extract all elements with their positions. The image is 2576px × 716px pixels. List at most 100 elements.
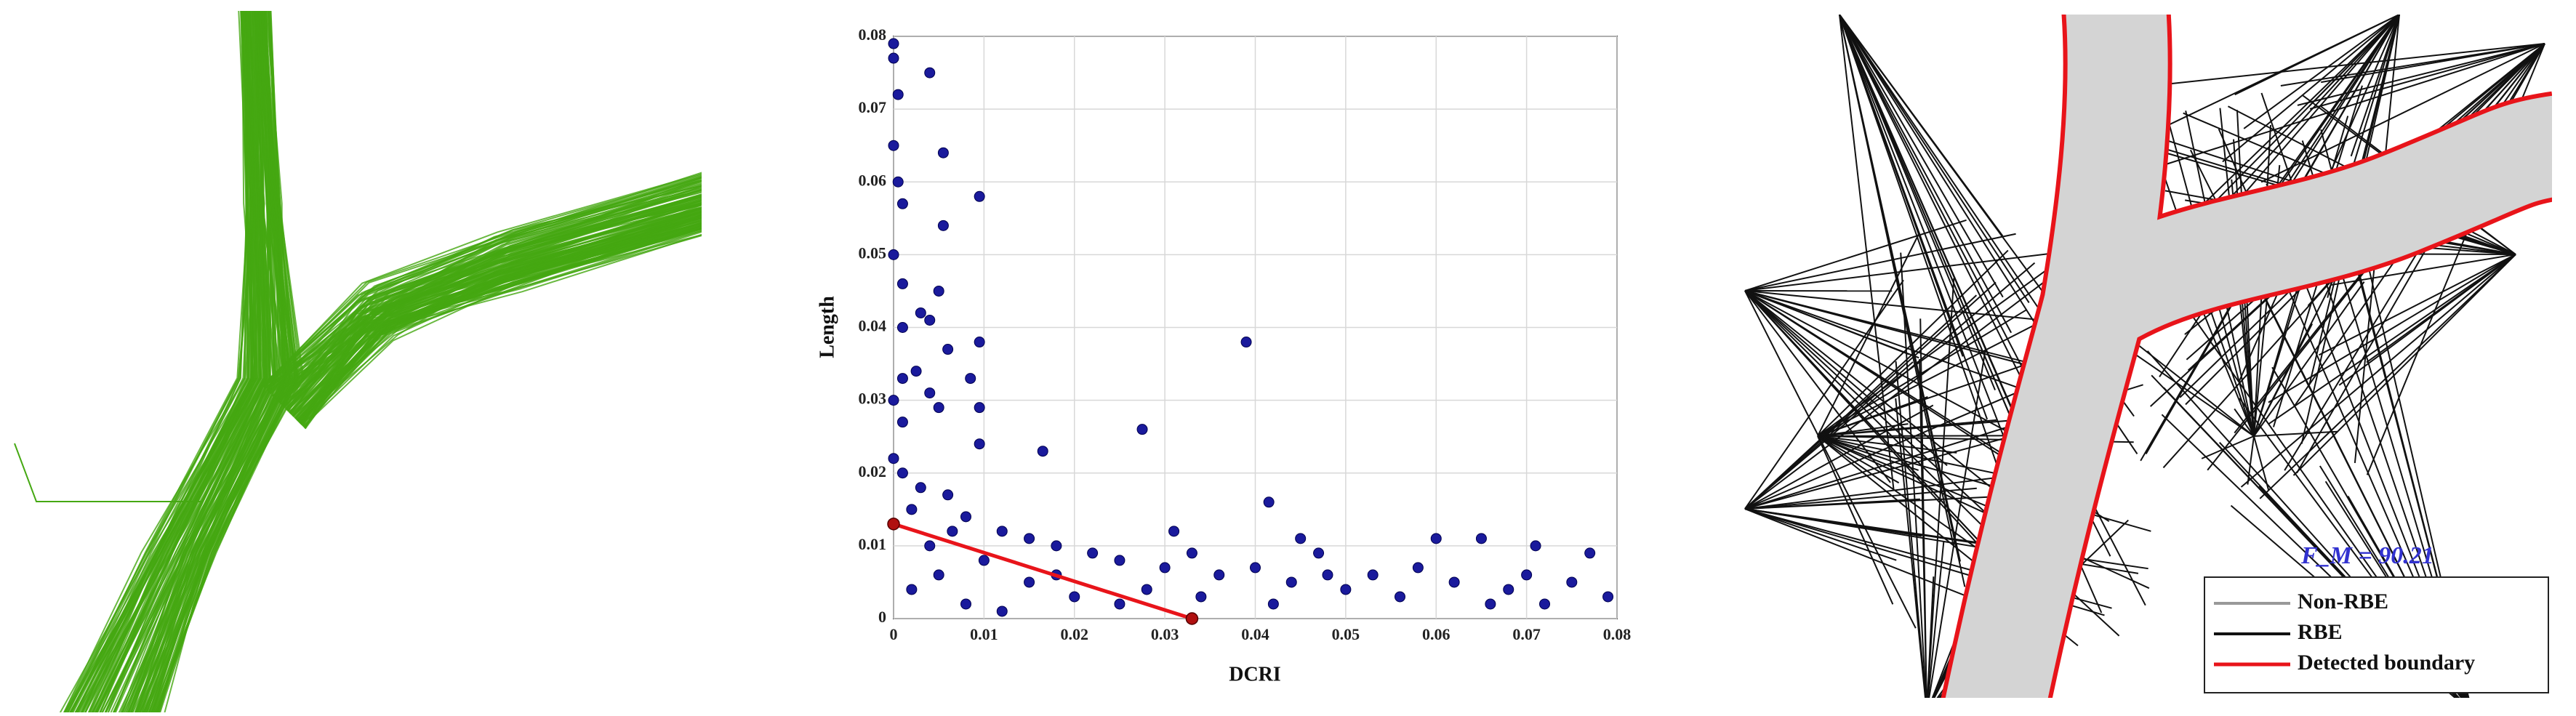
point bbox=[997, 606, 1007, 616]
trajectory bbox=[71, 11, 254, 712]
point bbox=[938, 220, 948, 230]
y-tick-label: 0.06 bbox=[859, 171, 887, 189]
y-tick-label: 0.08 bbox=[859, 25, 887, 44]
point bbox=[1214, 570, 1224, 580]
point bbox=[979, 555, 989, 566]
point bbox=[974, 403, 984, 413]
point bbox=[1160, 563, 1170, 573]
point bbox=[1088, 548, 1098, 558]
point bbox=[943, 490, 953, 500]
point bbox=[1540, 599, 1550, 609]
y-tick-label: 0.01 bbox=[859, 535, 887, 553]
edge bbox=[2130, 351, 2254, 436]
point bbox=[911, 366, 921, 377]
edge bbox=[1745, 509, 1922, 536]
y-axis-label: Length bbox=[816, 296, 838, 358]
point bbox=[1314, 548, 1324, 558]
x-tick-label: 0.02 bbox=[1061, 625, 1089, 643]
point bbox=[1024, 534, 1035, 544]
edge bbox=[1839, 15, 2011, 333]
y-tick-label: 0.05 bbox=[859, 244, 887, 262]
point bbox=[1115, 555, 1125, 566]
point bbox=[925, 388, 935, 398]
point bbox=[1341, 584, 1351, 595]
point bbox=[1395, 592, 1405, 602]
point bbox=[897, 374, 907, 384]
point bbox=[888, 395, 899, 406]
point bbox=[947, 526, 958, 536]
trajectory bbox=[15, 443, 204, 502]
point bbox=[888, 39, 899, 49]
point bbox=[897, 323, 907, 333]
fit-point bbox=[888, 518, 899, 530]
legend-label: Non-RBE bbox=[2298, 590, 2388, 614]
point bbox=[1567, 577, 1577, 587]
point bbox=[888, 53, 899, 63]
point bbox=[897, 198, 907, 209]
point bbox=[1368, 570, 1378, 580]
fit-point bbox=[1186, 613, 1197, 624]
x-tick-label: 0.03 bbox=[1151, 625, 1179, 643]
point bbox=[897, 278, 907, 289]
point bbox=[934, 570, 944, 580]
point bbox=[943, 345, 953, 355]
x-tick-label: 0.05 bbox=[1332, 625, 1360, 643]
point bbox=[1141, 584, 1152, 595]
point bbox=[893, 177, 903, 187]
point bbox=[915, 483, 926, 493]
x-tick-label: 0 bbox=[890, 625, 898, 643]
point bbox=[1485, 599, 1496, 609]
y-tick-label: 0 bbox=[878, 608, 886, 626]
point bbox=[907, 584, 917, 595]
point bbox=[1413, 563, 1423, 573]
legend-label: RBE bbox=[2298, 620, 2343, 644]
point bbox=[1504, 584, 1514, 595]
point bbox=[1070, 592, 1080, 602]
point bbox=[1251, 563, 1261, 573]
legend-label: Detected boundary bbox=[2298, 651, 2475, 675]
point bbox=[1522, 570, 1532, 580]
point bbox=[888, 249, 899, 260]
y-tick-label: 0.02 bbox=[859, 462, 887, 480]
point bbox=[1603, 592, 1613, 602]
point bbox=[1137, 425, 1147, 435]
y-tick-label: 0.03 bbox=[859, 390, 887, 408]
trajectory-panel bbox=[15, 11, 705, 712]
edge bbox=[1839, 15, 2003, 297]
point bbox=[974, 337, 984, 347]
y-tick-label: 0.04 bbox=[859, 317, 887, 335]
trajectory bbox=[79, 11, 253, 712]
point bbox=[888, 140, 899, 150]
point bbox=[915, 307, 926, 318]
y-tick-label: 0.07 bbox=[859, 98, 887, 116]
point bbox=[1169, 526, 1179, 536]
point bbox=[1431, 534, 1441, 544]
edge bbox=[1745, 509, 1896, 560]
point bbox=[1286, 577, 1296, 587]
point bbox=[961, 599, 971, 609]
point bbox=[1264, 497, 1274, 507]
point bbox=[897, 417, 907, 427]
point bbox=[925, 68, 935, 78]
point bbox=[1476, 534, 1486, 544]
point bbox=[893, 89, 903, 100]
point bbox=[1196, 592, 1206, 602]
point bbox=[938, 148, 948, 158]
point bbox=[974, 439, 984, 449]
point bbox=[934, 403, 944, 413]
x-axis-label: DCRI bbox=[1229, 663, 1281, 685]
point bbox=[1051, 541, 1062, 551]
point bbox=[1038, 446, 1048, 456]
point bbox=[1585, 548, 1595, 558]
point bbox=[974, 191, 984, 201]
point bbox=[888, 454, 899, 464]
point bbox=[961, 512, 971, 522]
point bbox=[925, 541, 935, 551]
point bbox=[934, 286, 944, 296]
trajectory bbox=[75, 11, 252, 712]
x-tick-label: 0.06 bbox=[1422, 625, 1450, 643]
point bbox=[1530, 541, 1541, 551]
point bbox=[1115, 599, 1125, 609]
